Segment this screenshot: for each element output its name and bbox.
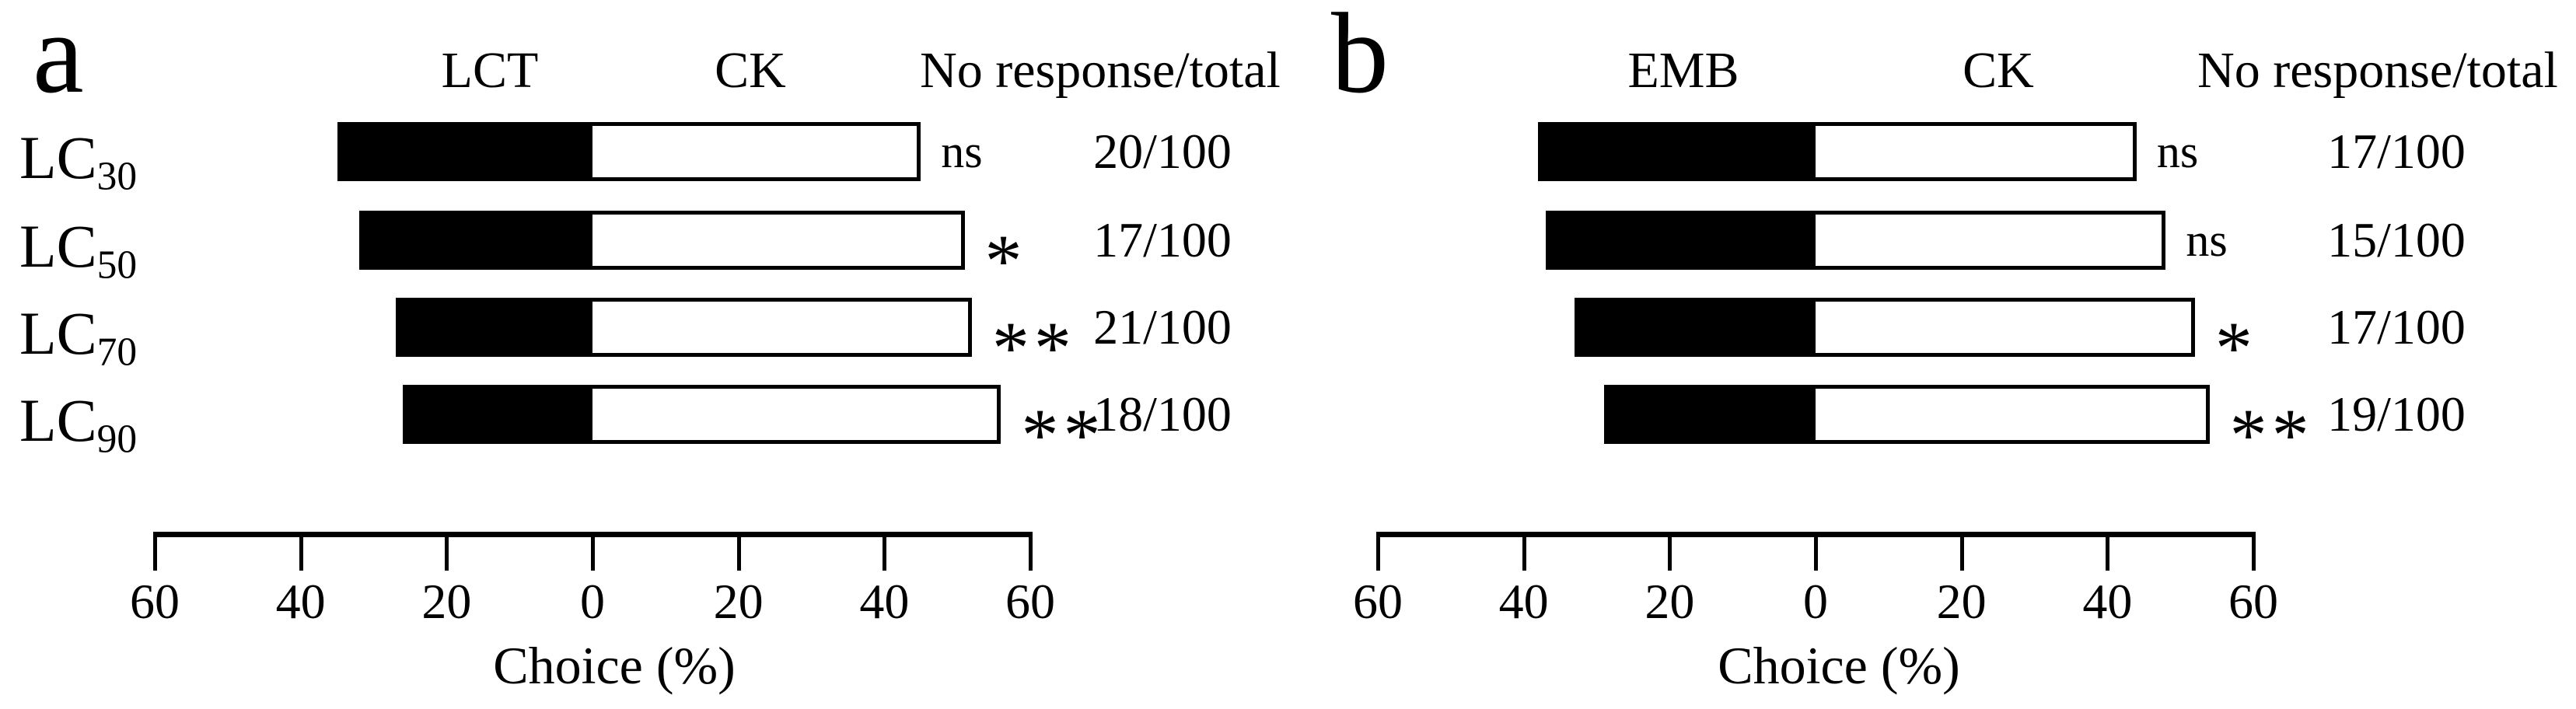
- significance-label: ns: [2157, 122, 2198, 181]
- no-response-value: 20/100: [1093, 124, 1232, 179]
- bar-row-lc30: [1538, 122, 2137, 181]
- significance-text: *: [984, 218, 1027, 302]
- x-axis-tick-label: 60: [1005, 574, 1055, 629]
- bar-segment-lct: [341, 126, 592, 177]
- row-label-base: LC: [19, 386, 97, 454]
- significance-label: **: [992, 298, 1076, 389]
- x-axis-tick-label: 40: [1498, 574, 1549, 629]
- panel-b-treatment-header: EMB: [1627, 42, 1739, 99]
- x-axis-tick: [445, 532, 449, 571]
- x-axis-tick: [1522, 532, 1526, 571]
- significance-label: *: [2215, 298, 2257, 389]
- x-axis-tick-label: 40: [859, 574, 910, 629]
- x-axis-tick: [1668, 532, 1672, 571]
- x-axis-tick: [2251, 532, 2256, 571]
- significance-text: **: [1021, 393, 1106, 477]
- bar-row-lc50: [358, 211, 965, 270]
- x-axis-tick: [736, 532, 741, 571]
- no-response-value: 19/100: [2327, 386, 2466, 442]
- row-label-base: LC: [19, 212, 97, 280]
- row-label-base: LC: [19, 299, 97, 367]
- x-axis-tick: [153, 532, 158, 571]
- panel-a-treatment-header: LCT: [441, 42, 539, 99]
- no-response-value: 18/100: [1093, 386, 1232, 442]
- x-axis-tick: [1959, 532, 1964, 571]
- x-axis-tick-label: 20: [421, 574, 472, 629]
- row-label-lc90: LC90: [19, 390, 138, 469]
- panel-b-control-header: CK: [1963, 42, 2034, 99]
- panel-a-control-header: CK: [715, 42, 786, 99]
- significance-text: ns: [2156, 125, 2199, 177]
- bar-segment-lct: [362, 215, 592, 266]
- x-axis-tick-label: 40: [275, 574, 326, 629]
- no-response-value: 17/100: [1093, 212, 1232, 267]
- x-axis-tick: [883, 532, 887, 571]
- bar-row-lc70: [395, 298, 972, 357]
- x-axis-tick-label: 60: [1353, 574, 1403, 629]
- row-label-subscript: 30: [96, 154, 138, 199]
- significance-label: ns: [941, 122, 982, 181]
- significance-label: **: [1021, 385, 1105, 477]
- panel-b-x-axis-title: Choice (%): [1718, 636, 1960, 695]
- bar-segment-lct: [399, 302, 592, 353]
- x-axis-tick-label: 20: [1645, 574, 1695, 629]
- bar-segment-emb: [1607, 389, 1816, 440]
- significance-text: ns: [941, 125, 983, 177]
- panel-a-no-response-header: No response/total: [920, 42, 1281, 99]
- x-axis-tick: [1376, 532, 1381, 571]
- row-label-subscript: 50: [96, 243, 138, 288]
- significance-text: *: [2214, 306, 2257, 389]
- x-axis-tick-label: 40: [2082, 574, 2133, 629]
- bar-row-lc70: [1575, 298, 2195, 357]
- significance-label: ns: [2186, 211, 2227, 270]
- no-response-value: 15/100: [2327, 212, 2466, 267]
- x-axis-tick-label: 60: [2228, 574, 2278, 629]
- row-label-lc30: LC30: [19, 127, 138, 206]
- significance-text: **: [2229, 393, 2314, 477]
- bar-segment-emb: [1542, 126, 1816, 177]
- row-label-lc70: LC70: [19, 303, 138, 382]
- x-axis-tick-label: 60: [130, 574, 180, 629]
- significance-label: *: [985, 211, 1027, 302]
- no-response-value: 17/100: [2327, 299, 2466, 354]
- significance-text: **: [991, 306, 1076, 389]
- no-response-value: 17/100: [2327, 124, 2466, 179]
- bar-row-lc90: [403, 385, 1001, 444]
- panel-a-letter: a: [33, 0, 84, 117]
- row-label-base: LC: [19, 124, 97, 191]
- x-axis-tick: [1028, 532, 1033, 571]
- panel-b-no-response-header: No response/total: [2197, 42, 2558, 99]
- x-axis-tick: [299, 532, 303, 571]
- row-label-lc50: LC50: [19, 216, 138, 295]
- significance-label: **: [2230, 385, 2314, 477]
- x-axis-tick-label: 0: [580, 574, 605, 629]
- row-label-subscript: 90: [96, 417, 138, 462]
- panel-b-letter: b: [1331, 0, 1389, 117]
- x-axis-tick: [591, 532, 595, 571]
- no-response-value: 21/100: [1093, 299, 1232, 354]
- x-axis-tick-label: 20: [1936, 574, 1987, 629]
- bar-segment-emb: [1578, 302, 1816, 353]
- x-axis-tick-label: 0: [1803, 574, 1828, 629]
- x-axis-tick: [2106, 532, 2110, 571]
- bar-row-lc30: [337, 122, 921, 181]
- significance-text: ns: [2186, 214, 2228, 266]
- bar-row-lc90: [1603, 385, 2210, 444]
- bar-segment-emb: [1549, 215, 1816, 266]
- bar-row-lc50: [1545, 211, 2166, 270]
- row-label-subscript: 70: [96, 330, 138, 375]
- x-axis-tick-label: 20: [713, 574, 764, 629]
- panel-a-x-axis-title: Choice (%): [493, 636, 736, 695]
- bar-segment-lct: [407, 389, 592, 440]
- x-axis-tick: [1814, 532, 1818, 571]
